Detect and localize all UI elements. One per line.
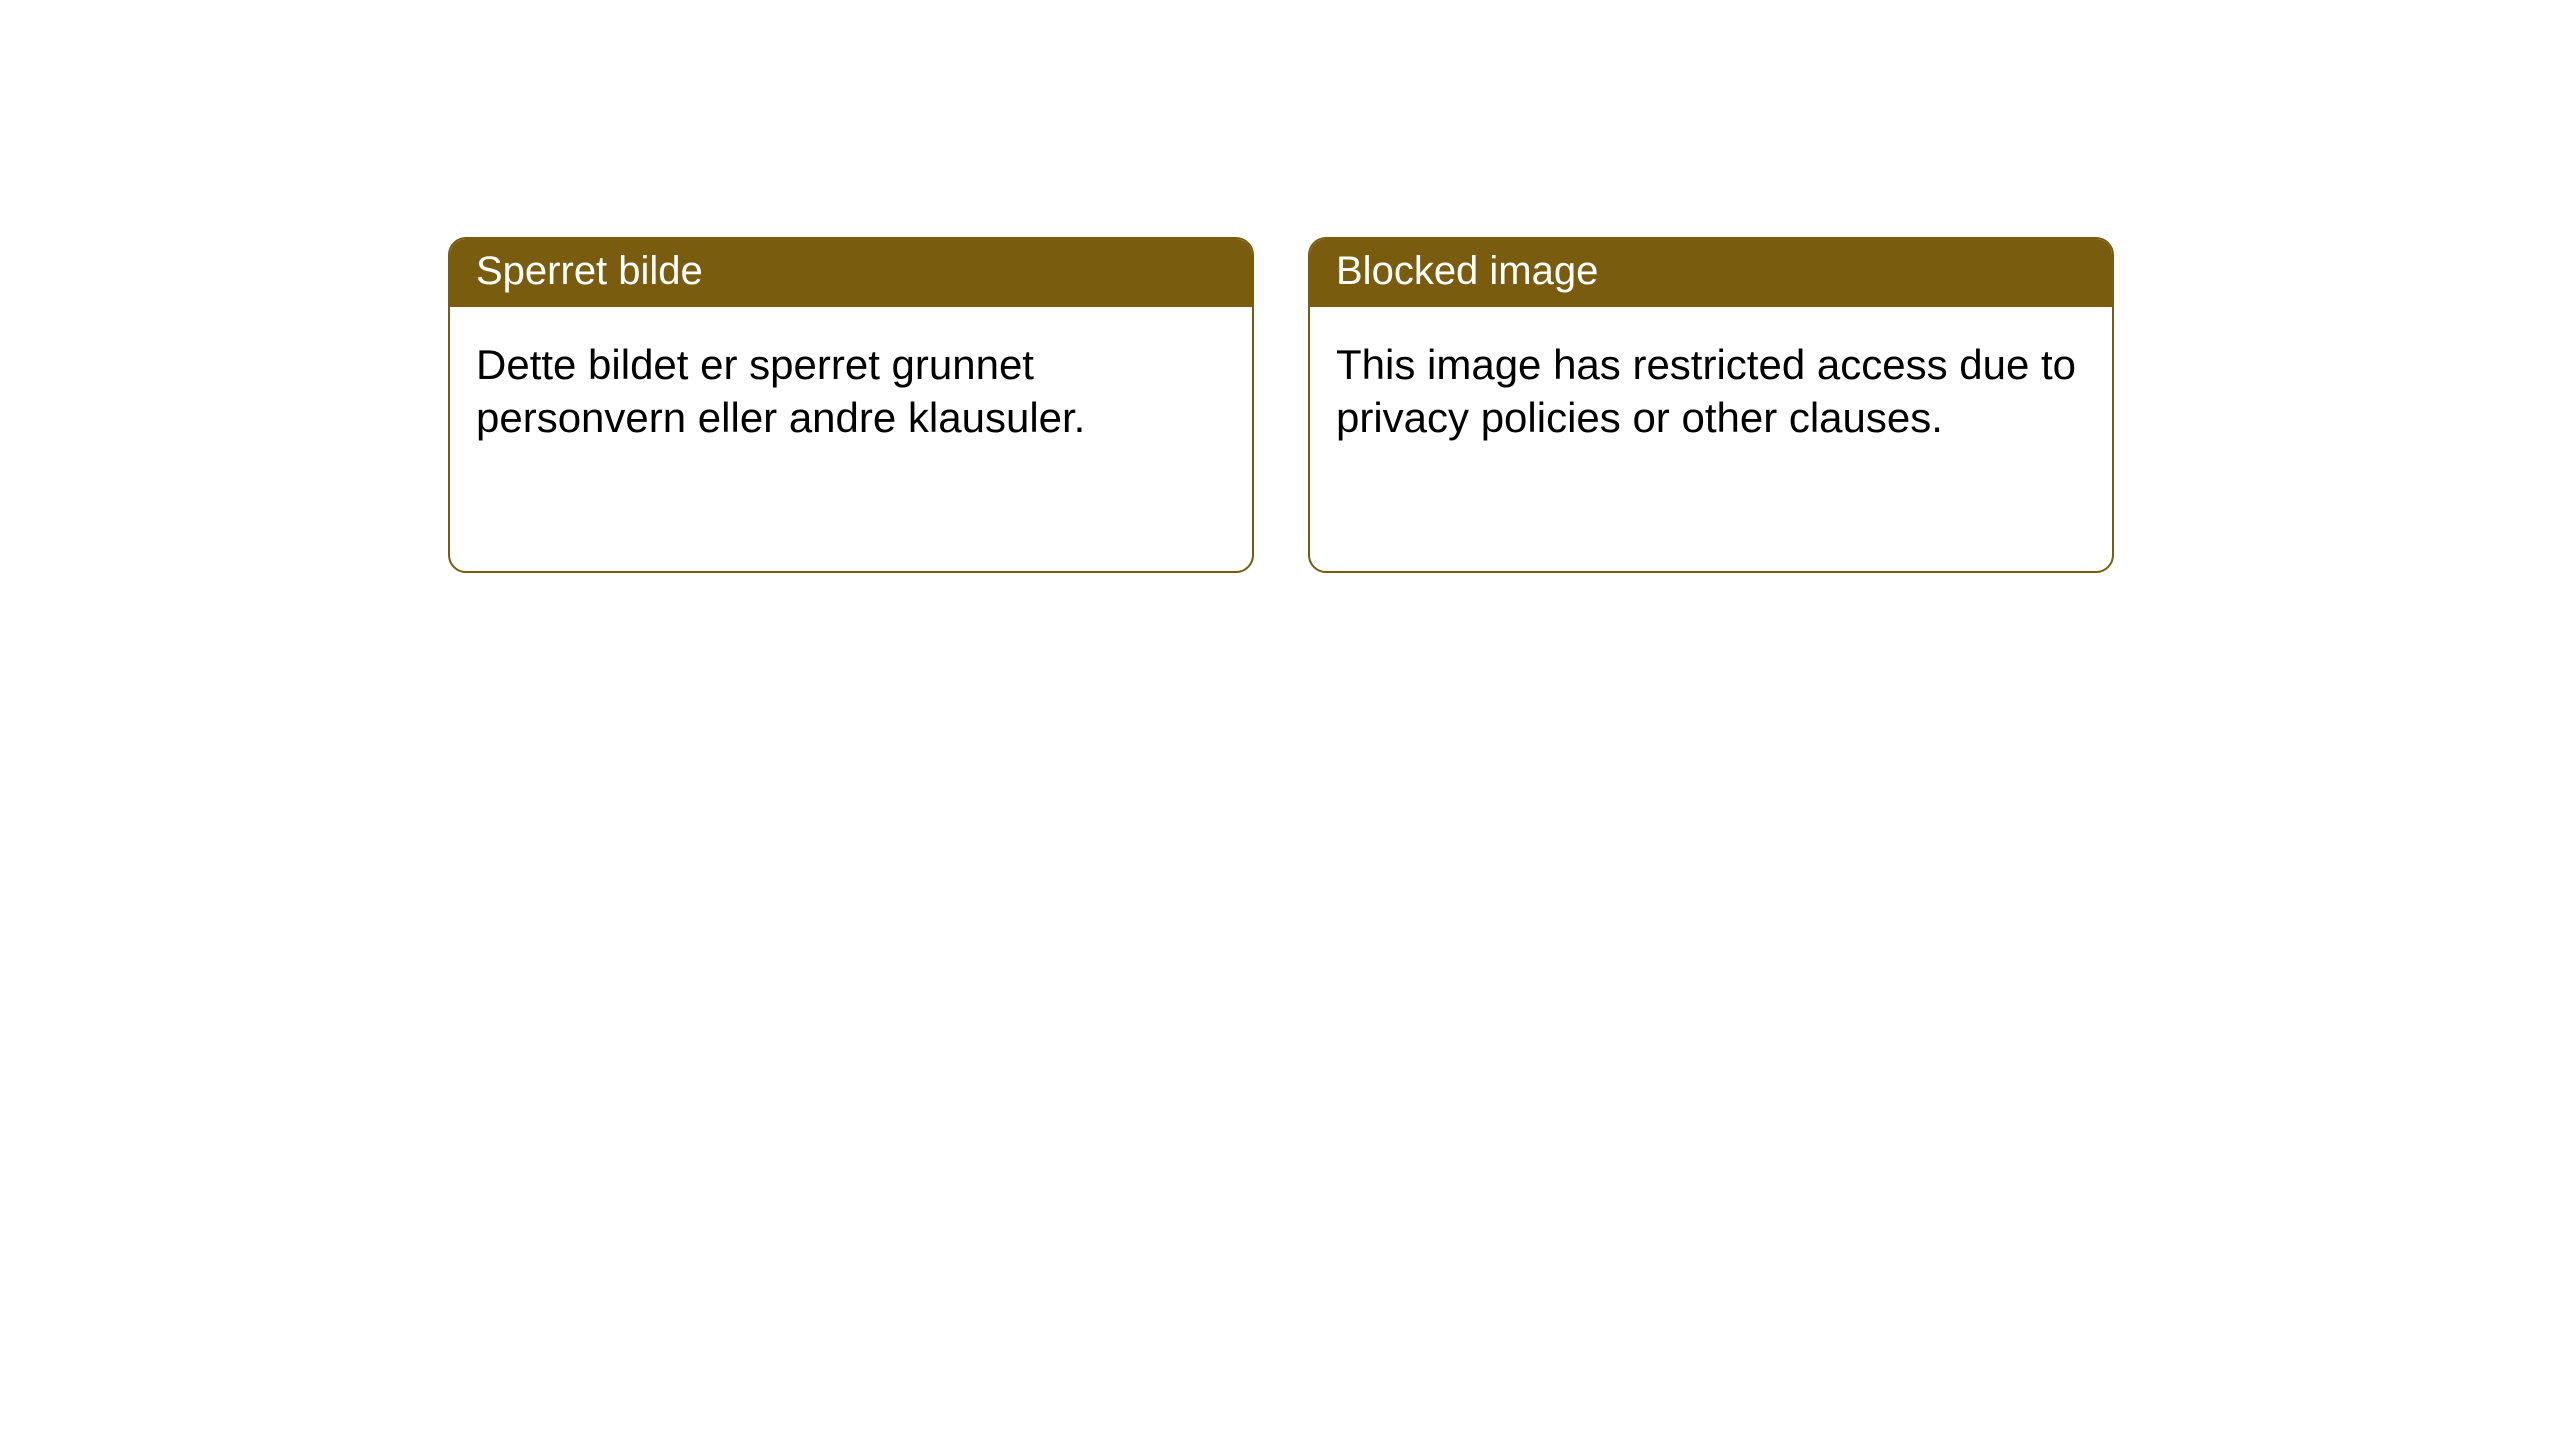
notice-card-english: Blocked image This image has restricted … [1308,237,2114,573]
notice-card-header: Sperret bilde [450,239,1252,307]
notice-cards-container: Sperret bilde Dette bildet er sperret gr… [0,0,2560,573]
notice-card-header: Blocked image [1310,239,2112,307]
notice-card-norwegian: Sperret bilde Dette bildet er sperret gr… [448,237,1254,573]
notice-card-body: Dette bildet er sperret grunnet personve… [450,307,1252,476]
notice-card-body: This image has restricted access due to … [1310,307,2112,476]
